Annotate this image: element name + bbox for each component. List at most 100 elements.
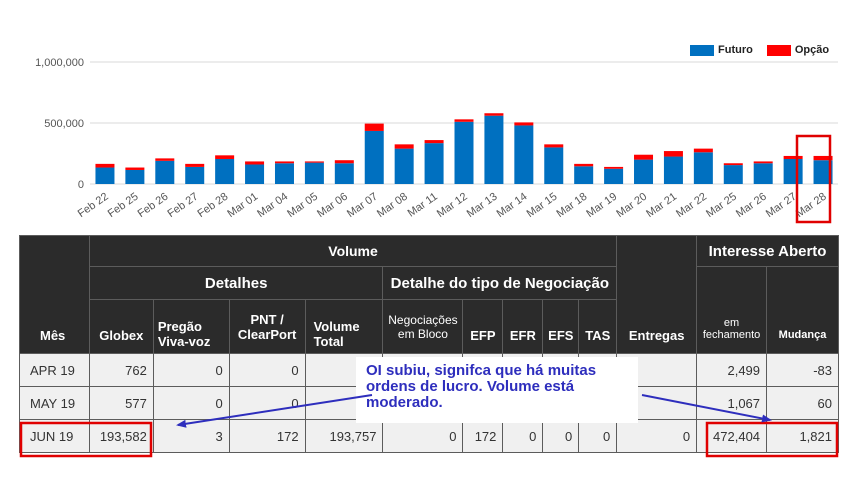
bar-opcao bbox=[544, 144, 564, 148]
bar-futuro bbox=[544, 147, 564, 184]
header-efr: EFR bbox=[502, 299, 544, 354]
cell-mes: JUN 19 bbox=[19, 419, 90, 453]
bar-opcao bbox=[424, 140, 444, 144]
table-row: JUN 19 193,582 3 172 193,757 0 172 0 0 0… bbox=[19, 419, 839, 453]
bar-opcao bbox=[394, 144, 414, 149]
bar-opcao bbox=[663, 151, 683, 157]
x-tick-label: Mar 04 bbox=[255, 191, 290, 220]
bar-opcao bbox=[125, 167, 145, 170]
bar-futuro bbox=[334, 163, 354, 184]
bar-futuro bbox=[394, 148, 414, 184]
cell-entregas: 0 bbox=[616, 419, 698, 453]
cell-pregao: 0 bbox=[152, 353, 230, 387]
x-tick-label: Mar 12 bbox=[435, 191, 470, 220]
bar-futuro bbox=[604, 168, 624, 184]
x-tick-label: Mar 05 bbox=[285, 191, 320, 220]
bar-futuro bbox=[574, 166, 594, 184]
bar-opcao bbox=[514, 122, 534, 126]
bar-opcao bbox=[813, 155, 833, 161]
header-volume: Volume bbox=[88, 235, 618, 267]
header-negociacoes-bloco: Negociações em Bloco bbox=[382, 299, 464, 354]
bar-opcao bbox=[454, 119, 474, 122]
header-efs: EFS bbox=[542, 299, 580, 354]
cell-fechamento: 2,499 bbox=[696, 353, 768, 387]
x-tick-label: Mar 14 bbox=[495, 191, 530, 220]
bar-opcao bbox=[753, 161, 773, 164]
x-tick-label: Mar 19 bbox=[584, 191, 619, 220]
bar-futuro bbox=[484, 115, 504, 184]
legend-swatch-opcao bbox=[766, 44, 791, 56]
cell-mudanca: -83 bbox=[766, 353, 839, 387]
cell-tas: 0 bbox=[578, 419, 618, 453]
bar-opcao bbox=[245, 161, 265, 165]
bar-futuro bbox=[304, 162, 324, 184]
bar-futuro bbox=[813, 160, 833, 184]
bar-opcao bbox=[304, 161, 324, 163]
bar-futuro bbox=[693, 152, 713, 184]
x-tick-label: Mar 25 bbox=[704, 191, 739, 220]
cell-efr: 0 bbox=[502, 419, 544, 453]
bar-futuro bbox=[364, 130, 384, 184]
header-interesse-aberto: Interesse Aberto bbox=[696, 235, 839, 267]
bar-futuro bbox=[753, 163, 773, 184]
bar-futuro bbox=[185, 166, 205, 184]
legend-swatch-futuro bbox=[690, 44, 714, 56]
bar-futuro bbox=[514, 125, 534, 184]
header-pnt: PNT / ClearPort bbox=[228, 299, 306, 354]
cell-pnt: 0 bbox=[228, 353, 306, 387]
bar-futuro bbox=[95, 167, 115, 184]
header-tas: TAS bbox=[578, 299, 618, 354]
bar-futuro bbox=[783, 158, 803, 184]
cell-mes: APR 19 bbox=[19, 353, 90, 387]
cell-globex: 577 bbox=[88, 386, 154, 420]
cell-pnt: 0 bbox=[228, 386, 306, 420]
x-tick-label: Mar 08 bbox=[375, 191, 410, 220]
bar-opcao bbox=[364, 123, 384, 131]
annotation-note: OI subiu, signifca que há muitas ordens … bbox=[356, 357, 638, 423]
x-tick-label: Mar 21 bbox=[644, 191, 679, 220]
bar-opcao bbox=[574, 163, 594, 167]
x-tick-label: Feb 26 bbox=[136, 191, 171, 220]
bar-futuro bbox=[215, 158, 235, 184]
header-detalhes: Detalhes bbox=[88, 266, 384, 300]
x-tick-label: Mar 06 bbox=[315, 191, 350, 220]
x-tick-label: Mar 18 bbox=[554, 191, 589, 220]
bar-futuro bbox=[634, 159, 654, 184]
x-tick-label: Mar 15 bbox=[525, 191, 560, 220]
legend-label-futuro: Futuro bbox=[718, 44, 753, 56]
x-tick-label: Feb 22 bbox=[76, 191, 111, 220]
cell-fechamento: 1,067 bbox=[696, 386, 768, 420]
x-tick-label: Mar 27 bbox=[764, 191, 799, 220]
bar-opcao bbox=[604, 166, 624, 169]
header-em-fechamento: em fechamento bbox=[696, 266, 768, 354]
bar-opcao bbox=[215, 155, 235, 159]
x-tick-label: Mar 20 bbox=[614, 191, 649, 220]
cell-pregao: 0 bbox=[152, 386, 230, 420]
x-tick-label: Mar 22 bbox=[674, 191, 709, 220]
header-mudanca: Mudança bbox=[766, 266, 839, 354]
bar-futuro bbox=[125, 169, 145, 184]
x-tick-label: Mar 26 bbox=[734, 191, 769, 220]
bar-opcao bbox=[693, 148, 713, 153]
header-entregas: Entregas bbox=[616, 235, 698, 354]
cell-efs: 0 bbox=[542, 419, 580, 453]
y-tick-label: 500,000 bbox=[44, 118, 84, 130]
bar-futuro bbox=[663, 156, 683, 184]
bar-futuro bbox=[155, 160, 175, 184]
header-detalhe-tipo: Detalhe do tipo de Negociação bbox=[382, 266, 618, 300]
bar-opcao bbox=[723, 163, 743, 166]
x-tick-label: Mar 11 bbox=[406, 191, 440, 220]
header-volume-total: Volume Total bbox=[304, 299, 384, 354]
cell-globex: 193,582 bbox=[88, 419, 154, 453]
x-tick-label: Feb 28 bbox=[195, 191, 230, 220]
cell-globex: 762 bbox=[88, 353, 154, 387]
cell-pregao: 3 bbox=[152, 419, 230, 453]
x-tick-label: Mar 28 bbox=[794, 191, 829, 220]
bar-futuro bbox=[274, 163, 294, 184]
y-tick-label: 0 bbox=[78, 179, 84, 191]
cell-fechamento: 472,404 bbox=[696, 419, 768, 453]
header-efp: EFP bbox=[462, 299, 504, 354]
header-globex: Globex bbox=[88, 299, 154, 354]
bar-opcao bbox=[634, 154, 654, 160]
